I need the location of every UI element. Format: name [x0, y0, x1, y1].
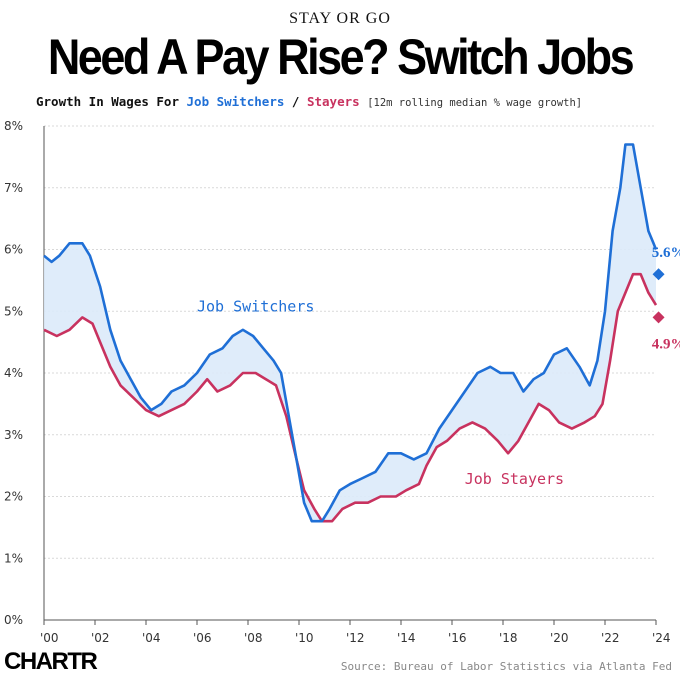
label-layer: 5.6% 4.9% Job Switchers Job Stayers	[197, 245, 680, 488]
source-note: Source: Bureau of Labor Statistics via A…	[340, 660, 672, 673]
subtitle-switchers: Job Switchers	[186, 94, 285, 109]
x-tick-label: '22	[601, 631, 620, 645]
switchers-end-label: 5.6%	[652, 245, 680, 261]
x-tick-label: '06	[193, 631, 212, 645]
y-tick-label: 2%	[4, 490, 23, 504]
x-tick-label: '00	[40, 631, 59, 645]
switchers-end-marker	[652, 268, 665, 281]
x-tick-label: '10	[295, 631, 314, 645]
x-tick-label: '20	[550, 631, 569, 645]
y-tick-label: 6%	[4, 243, 23, 257]
y-tick-label: 1%	[4, 551, 23, 565]
x-tick-label: '12	[346, 631, 365, 645]
y-tick-label: 8%	[4, 119, 23, 133]
stayers-end-marker	[652, 311, 665, 324]
switchers-series-label: Job Switchers	[197, 297, 314, 315]
gap-band	[44, 144, 656, 522]
chart-subtitle: Growth In Wages For Job Switchers / Stay…	[36, 94, 582, 109]
y-tick-label: 3%	[4, 428, 23, 442]
y-tick-label: 0%	[4, 613, 23, 627]
y-tick-label: 7%	[4, 181, 23, 195]
y-tick-label: 4%	[4, 366, 23, 380]
stayers-line	[43, 272, 658, 523]
line-layer	[43, 143, 658, 523]
kicker: STAY OR GO	[289, 10, 391, 27]
x-tick-label: '04	[142, 631, 161, 645]
x-tick-label: '14	[397, 631, 416, 645]
x-tick-label: '24	[652, 631, 671, 645]
switchers-line	[43, 143, 658, 523]
stayers-end-label: 4.9%	[652, 336, 680, 352]
subtitle-stayers: Stayers	[306, 94, 360, 109]
x-tick-label: '08	[244, 631, 263, 645]
headline: Need A Pay Rise? Switch Jobs	[47, 28, 635, 86]
y-tick-label: 5%	[4, 304, 23, 318]
band-layer	[44, 144, 656, 522]
x-tick-label: '02	[91, 631, 110, 645]
chartr-logo: CHARTR	[4, 648, 98, 675]
stayers-series-label: Job Stayers	[465, 470, 564, 488]
subtitle-note: [12m rolling median % wage growth]	[367, 97, 583, 109]
subtitle-separator: /	[291, 94, 300, 109]
x-tick-label: '16	[448, 631, 467, 645]
x-tick-label: '18	[499, 631, 518, 645]
subtitle-prefix: Growth In Wages For	[36, 94, 179, 109]
